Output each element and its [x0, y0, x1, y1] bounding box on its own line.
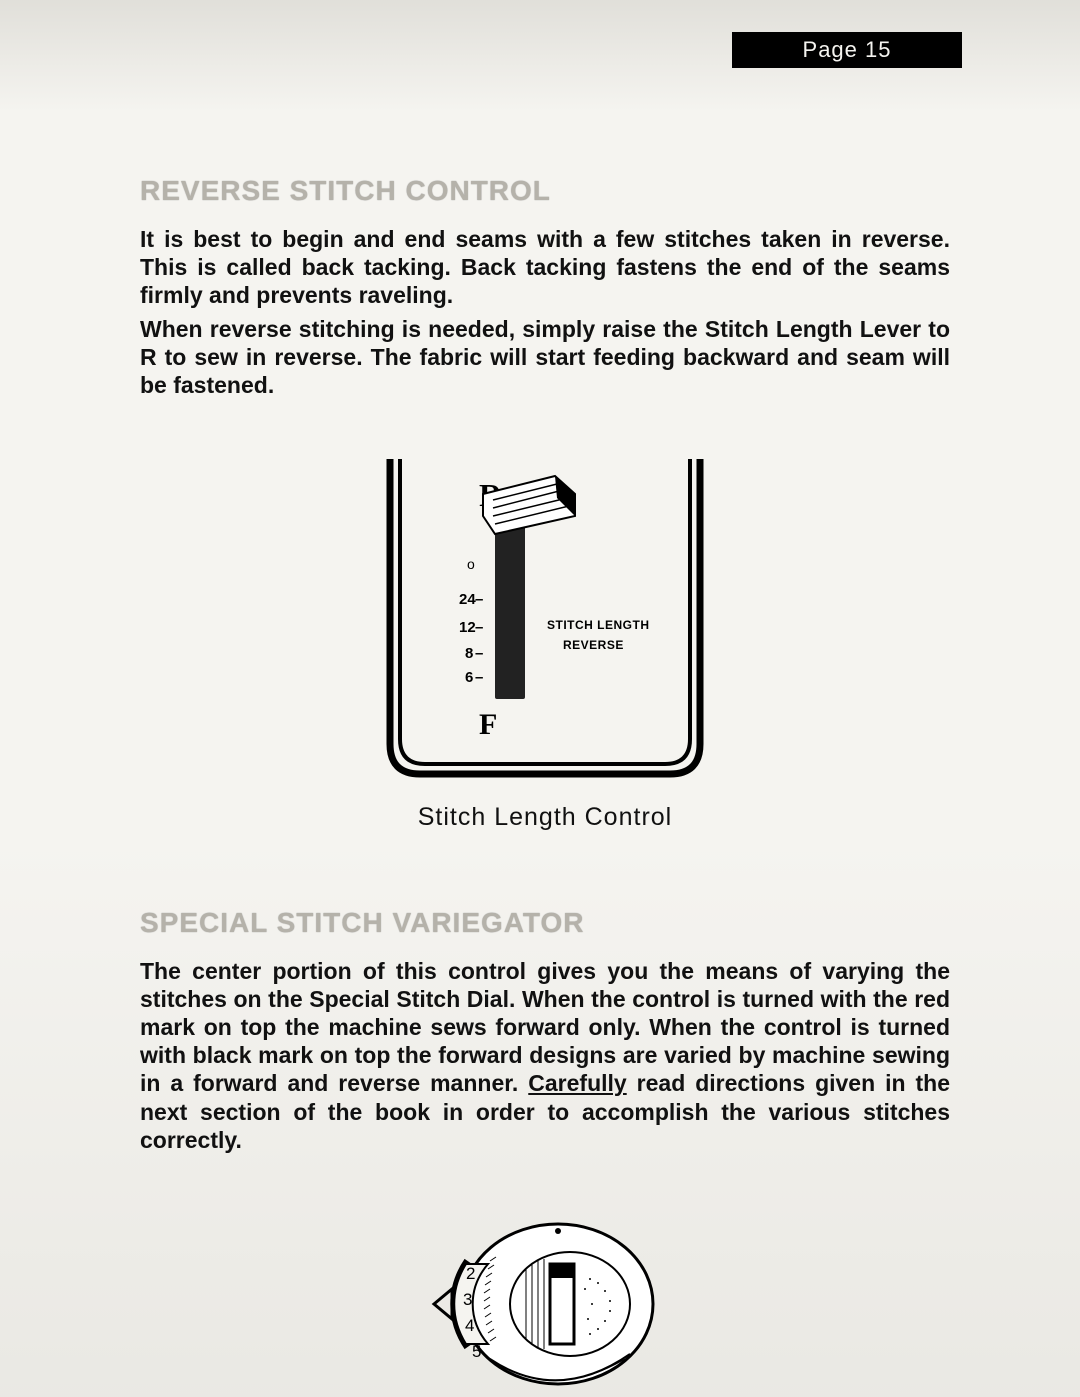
- para-reverse-2: When reverse stitching is needed, simply…: [140, 315, 950, 399]
- para-variegator-b: Carefully: [528, 1070, 626, 1096]
- label-F: F: [479, 708, 497, 741]
- para-variegator: The center portion of this control gives…: [140, 957, 950, 1153]
- tick-o: o: [467, 556, 475, 572]
- stitch-length-control-diagram: R F o 24 – 12 – 8 – 6 – STITCH: [375, 454, 715, 784]
- dash-24: –: [475, 591, 483, 608]
- heading-variegator: SPECIAL STITCH VARIEGATOR: [140, 907, 950, 939]
- dial-num-4: 4: [465, 1316, 474, 1335]
- label-stitch-length: STITCH LENGTH: [547, 618, 650, 632]
- page-number-tab: Page 15: [732, 32, 962, 68]
- heading-reverse-stitch: REVERSE STITCH CONTROL: [140, 175, 950, 207]
- figure-stitch-length-control: R F o 24 – 12 – 8 – 6 – STITCH: [140, 454, 950, 832]
- tick-8: 8: [465, 645, 473, 662]
- variegator-dial-diagram: 5 4 3 2: [430, 1209, 660, 1397]
- tick-12: 12: [459, 619, 476, 636]
- dash-8: –: [475, 645, 483, 662]
- dash-12: –: [475, 619, 483, 636]
- dial-dot-icon: [555, 1228, 561, 1234]
- pointer-icon: [434, 1289, 452, 1319]
- dial-num-2: 2: [466, 1264, 475, 1283]
- dial-num-3: 3: [463, 1290, 472, 1309]
- dash-6: –: [475, 669, 483, 686]
- para-reverse-1: It is best to begin and end seams with a…: [140, 225, 950, 309]
- caption-stitch-length: Stitch Length Control: [140, 803, 950, 832]
- dial-num-5: 5: [472, 1342, 481, 1361]
- figure-variegator: 5 4 3 2: [140, 1209, 950, 1397]
- tick-24: 24: [459, 591, 476, 608]
- page-content: REVERSE STITCH CONTROL It is best to beg…: [140, 175, 950, 1397]
- tick-6: 6: [465, 669, 473, 686]
- label-reverse: REVERSE: [563, 638, 624, 652]
